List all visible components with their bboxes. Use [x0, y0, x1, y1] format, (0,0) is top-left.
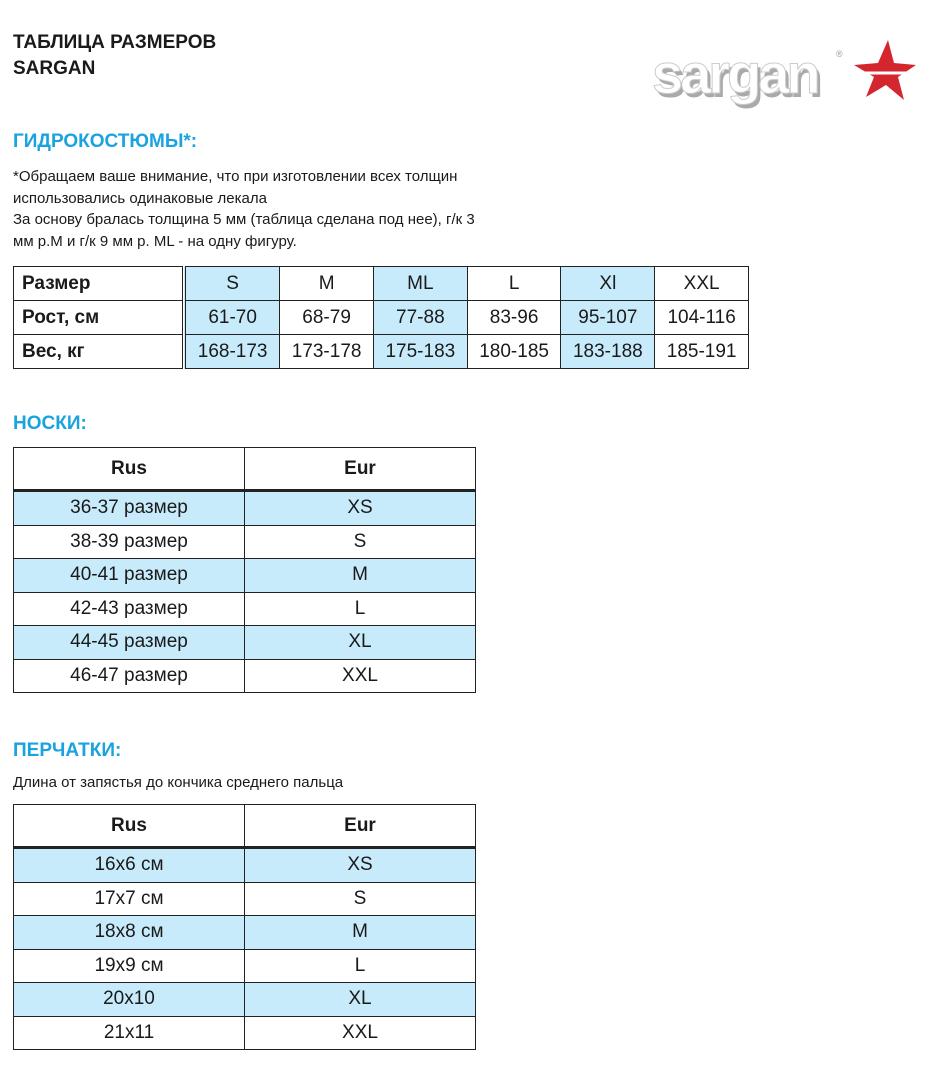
- note-line: использовались одинаковые лекала: [13, 189, 267, 207]
- table-row: 40-41 размер M: [13, 558, 476, 593]
- table-row: 20х10 XL: [13, 982, 476, 1017]
- svg-text:sargan: sargan: [655, 46, 821, 109]
- eur-cell: M: [244, 915, 476, 950]
- table-cell: L: [466, 266, 562, 301]
- eur-cell: XXL: [244, 1015, 476, 1050]
- table-row: 36-37 размер XS: [13, 490, 476, 526]
- eur-cell: M: [244, 558, 476, 593]
- column-header: Eur: [244, 447, 476, 492]
- table-cell: 173-178: [279, 334, 374, 369]
- table-cell: 68-79: [279, 300, 374, 335]
- table-row: 42-43 размер L: [13, 591, 476, 626]
- table-cell: M: [279, 266, 374, 301]
- table-cell: 168-173: [183, 334, 281, 369]
- rus-cell: 20х10: [13, 982, 245, 1017]
- socks-size-table: Rus Eur 36-37 размер XS 38-39 размер S 40-41 …: [13, 447, 476, 693]
- row-label: Размер: [13, 266, 186, 301]
- rus-cell: 16х6 см: [13, 847, 245, 883]
- table-cell: 185-191: [654, 334, 749, 369]
- eur-cell: XXL: [244, 658, 476, 693]
- note-line: За основу бралась толщина 5 мм (таблица …: [13, 211, 475, 228]
- table-cell: 183-188: [560, 334, 656, 369]
- table-row: 44-45 размер XL: [13, 625, 476, 660]
- page-title: ТАБЛИЦА РАЗМЕРОВ SARGAN: [13, 30, 216, 82]
- wetsuits-heading: ГИДРОКОСТЮМЫ*:: [13, 131, 198, 152]
- svg-text:sargan: sargan: [652, 42, 818, 105]
- rus-cell: 36-37 размер: [13, 490, 245, 526]
- rus-cell: 17х7 см: [13, 881, 245, 916]
- eur-cell: S: [244, 881, 476, 916]
- table-row: Вес, кг 168-173 173-178 175-183 180-185 183-1…: [13, 334, 749, 369]
- eur-cell: XL: [244, 625, 476, 660]
- table-row: 18х8 см M: [13, 915, 476, 950]
- rus-cell: 46-47 размер: [13, 658, 245, 693]
- table-cell: XXL: [654, 266, 749, 301]
- table-cell: Xl: [560, 266, 656, 301]
- eur-cell: XL: [244, 982, 476, 1017]
- column-header: Rus: [13, 447, 245, 492]
- rus-cell: 44-45 размер: [13, 625, 245, 660]
- eur-cell: L: [244, 948, 476, 983]
- gloves-size-table: Rus Eur 16х6 см XS 17х7 см S 18х8 см M 19х9 см L…: [13, 804, 476, 1050]
- wetsuits-note: *Обращаем ваше внимание, что при изготов…: [13, 166, 593, 252]
- table-row: 19х9 см L: [13, 948, 476, 983]
- column-header: Rus: [13, 804, 245, 849]
- table-cell: 83-96: [466, 300, 562, 335]
- table-cell: ML: [372, 266, 468, 301]
- table-row: Размер S M ML L Xl XXL: [13, 266, 749, 301]
- column-header: Eur: [244, 804, 476, 849]
- rus-cell: 40-41 размер: [13, 558, 245, 593]
- table-row: Рост, см 61-70 68-79 77-88 83-96 95-107 104-11…: [13, 300, 749, 335]
- table-row: 46-47 размер XXL: [13, 658, 476, 693]
- wetsuit-size-table: Размер S M ML L Xl XXL Рост, см 61-70 68-79 77-88 8…: [13, 266, 749, 369]
- socks-heading: НОСКИ:: [13, 413, 87, 434]
- rus-cell: 42-43 размер: [13, 591, 245, 626]
- sargan-logo: sargan sargan ®: [648, 35, 918, 115]
- eur-cell: L: [244, 591, 476, 626]
- rus-cell: 38-39 размер: [13, 524, 245, 559]
- svg-text:®: ®: [836, 49, 843, 59]
- rus-cell: 19х9 см: [13, 948, 245, 983]
- table-row: 17х7 см S: [13, 881, 476, 916]
- table-cell: S: [183, 266, 281, 301]
- table-row: 38-39 размер S: [13, 524, 476, 559]
- eur-cell: S: [244, 524, 476, 559]
- table-row: 21х11 XXL: [13, 1015, 476, 1050]
- rus-cell: 21х11: [13, 1015, 245, 1050]
- row-label: Рост, см: [13, 300, 186, 335]
- table-cell: 180-185: [466, 334, 562, 369]
- title-line: SARGAN: [13, 58, 96, 79]
- table-cell: 95-107: [560, 300, 656, 335]
- gloves-subtitle: Длина от запястья до кончика среднего па…: [13, 774, 344, 791]
- gloves-heading: ПЕРЧАТКИ:: [13, 740, 122, 761]
- row-label: Вес, кг: [13, 334, 186, 369]
- table-cell: 77-88: [372, 300, 468, 335]
- table-cell: 61-70: [183, 300, 281, 335]
- rus-cell: 18х8 см: [13, 915, 245, 950]
- note-line: *Обращаем ваше внимание, что при изготов…: [13, 168, 458, 185]
- table-cell: 175-183: [372, 334, 468, 369]
- table-cell: 104-116: [654, 300, 749, 335]
- table-row: 16х6 см XS: [13, 847, 476, 883]
- note-line: мм р.М и г/к 9 мм р. ML - на одну фигуру…: [13, 232, 297, 250]
- eur-cell: XS: [244, 847, 476, 883]
- eur-cell: XS: [244, 490, 476, 526]
- title-line: ТАБЛИЦА РАЗМЕРОВ: [13, 32, 217, 53]
